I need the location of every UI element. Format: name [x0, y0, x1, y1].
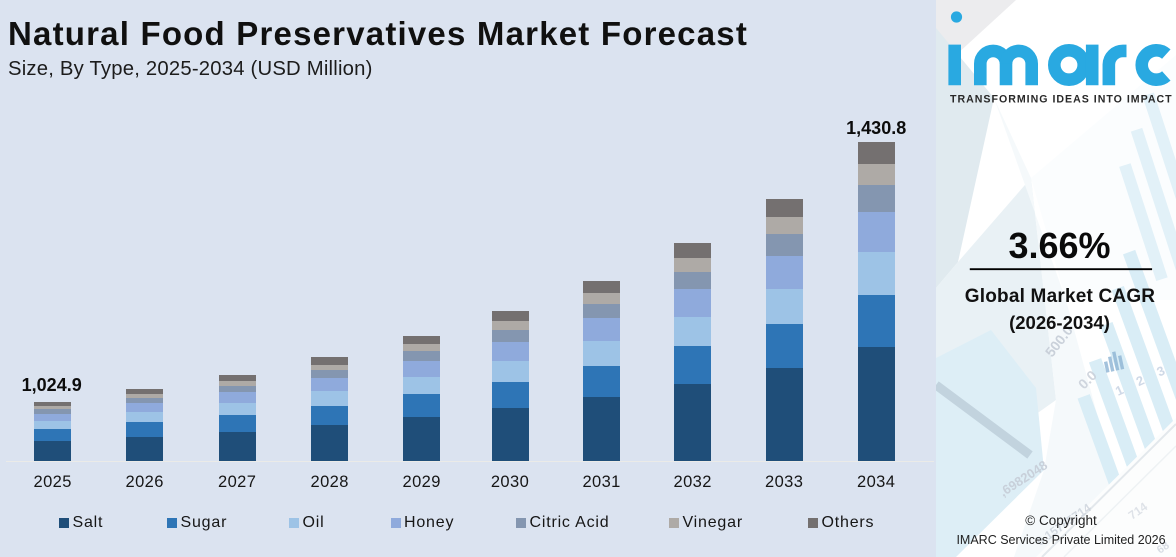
- svg-text:68: 68: [1155, 540, 1172, 557]
- svg-text:TRANSFORMING IDEAS INTO IMPACT: TRANSFORMING IDEAS INTO IMPACT: [950, 94, 1173, 106]
